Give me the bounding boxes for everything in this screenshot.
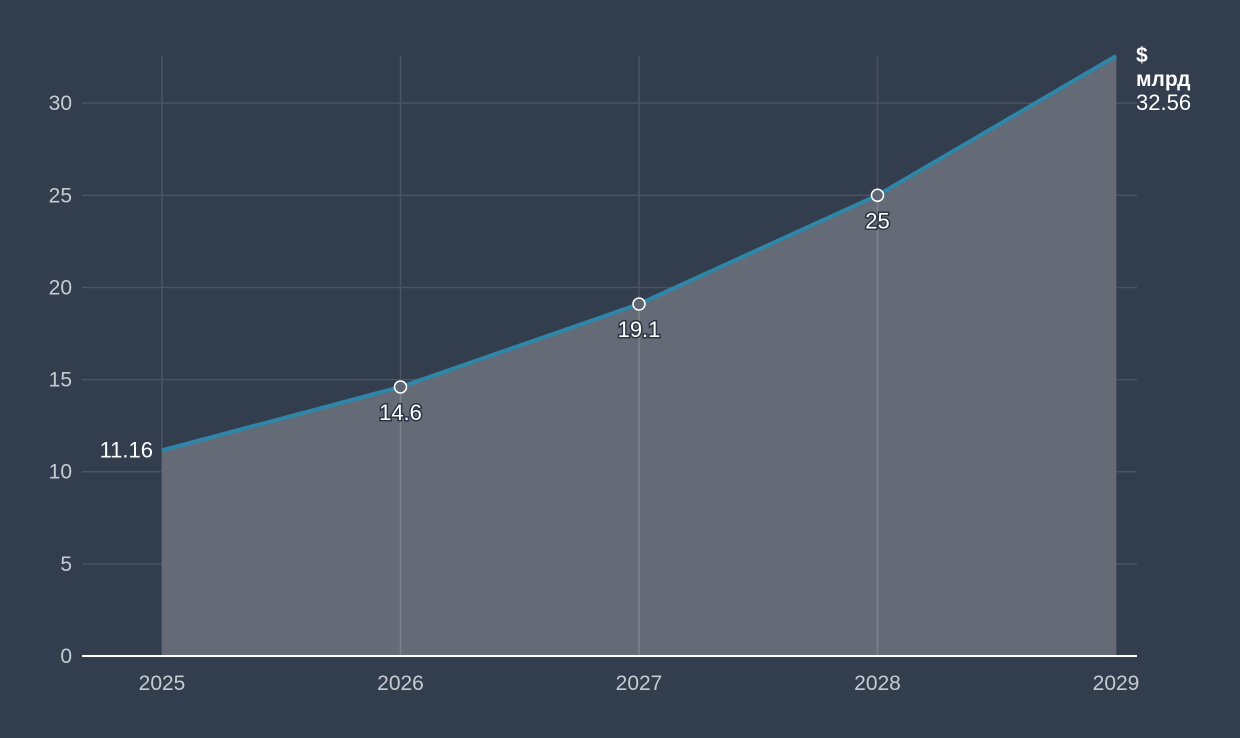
- y-tick-label: 10: [49, 461, 72, 484]
- data-label: 11.16: [100, 437, 153, 462]
- data-label: 25: [865, 208, 889, 233]
- unit-label-magnitude: млрд: [1136, 68, 1191, 91]
- x-tick-label: 2029: [1093, 672, 1140, 695]
- data-label: 32.56: [1136, 90, 1191, 115]
- x-tick-label: 2028: [854, 672, 901, 695]
- y-axis-ticks: 0 5 10 15 20 25 30: [49, 92, 72, 668]
- x-tick-label: 2026: [377, 672, 424, 695]
- data-label: 19.1: [618, 317, 661, 342]
- x-tick-label: 2025: [139, 672, 186, 695]
- data-point-marker: [393, 380, 408, 394]
- data-markers: [393, 188, 885, 394]
- data-point-marker: [870, 188, 885, 203]
- data-label: 14.6: [379, 400, 422, 425]
- vertical-grid-lines: [399, 195, 879, 656]
- y-tick-label: 5: [60, 553, 72, 576]
- x-axis-ticks: 2025 2026 2027 2028 2029: [139, 672, 1140, 695]
- y-tick-label: 15: [49, 369, 72, 392]
- x-tick-label: 2027: [616, 672, 663, 695]
- y-tick-label: 0: [60, 645, 72, 668]
- y-tick-label: 25: [49, 184, 72, 207]
- data-labels: 11.16 14.6 19.1 25 32.56: [100, 90, 1191, 462]
- data-point-marker: [632, 297, 646, 311]
- unit-label-currency: $: [1136, 44, 1148, 67]
- y-tick-label: 20: [49, 276, 72, 299]
- y-tick-label: 30: [49, 92, 72, 115]
